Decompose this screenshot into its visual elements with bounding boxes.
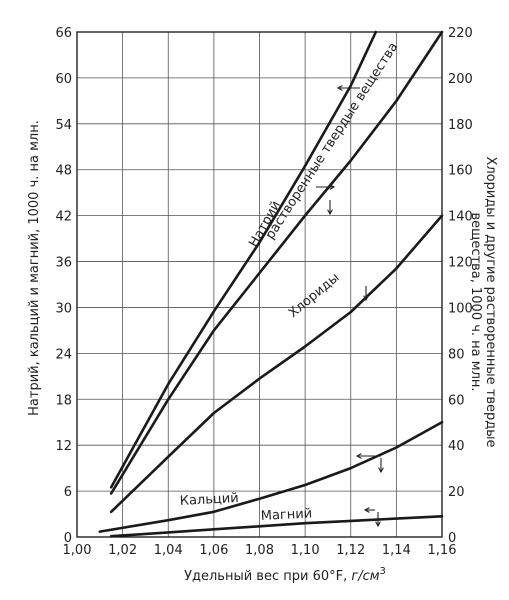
y-right-tick-label: 20	[448, 485, 465, 500]
y-right-tick-label: 140	[448, 210, 473, 225]
series-line	[109, 214, 444, 514]
plot-frame	[76, 31, 443, 538]
y-left-axis-title: Натрий, кальций и магний, 1000 ч. на млн…	[27, 120, 42, 416]
x-axis-title-main: Удельный вес при 60°F,	[184, 569, 351, 584]
series-lines	[98, 30, 444, 538]
x-tick-label: 1,00	[63, 543, 92, 558]
y-right-tick-label: 40	[448, 439, 465, 454]
x-tick-label: 1,08	[245, 543, 274, 558]
x-axis-title-sup: 3	[380, 566, 386, 577]
axis-arrow	[363, 286, 369, 302]
y-right-tick-label: 200	[448, 72, 473, 87]
series-line	[109, 514, 444, 538]
y-left-tick-label: 54	[55, 118, 72, 133]
tick-labels: 1,00 1,02 1,04 1,06 1,08 1,10 1,12 1,14 1,160612…	[55, 26, 472, 558]
axis-arrows	[316, 85, 384, 528]
label-solids: растворенные твердые вещества	[263, 40, 402, 242]
x-tick-label: 1,12	[336, 543, 365, 558]
grid	[77, 32, 442, 537]
series-line	[109, 30, 378, 489]
y-left-tick-label: 60	[55, 72, 72, 87]
axis-arrow	[378, 458, 384, 474]
axis-arrow	[375, 512, 381, 528]
y-right-axis-title-line1: Хлориды и другие растворенные твердые	[483, 156, 498, 447]
y-left-tick-label: 12	[55, 439, 72, 454]
y-left-tick-label: 0	[64, 531, 72, 546]
series-line	[109, 30, 444, 495]
x-axis-title-unit: г/см	[351, 569, 379, 584]
y-right-axis-title-line2: вещества, 1000 ч. на млн.	[468, 212, 483, 391]
y-right-tick-label: 180	[448, 118, 473, 133]
y-right-tick-label: 160	[448, 164, 473, 179]
y-right-tick-label: 100	[448, 301, 473, 316]
x-tick-label: 1,02	[108, 543, 137, 558]
x-tick-label: 1,10	[291, 543, 320, 558]
x-tick-label: 1,04	[154, 543, 183, 558]
y-right-tick-label: 60	[448, 393, 465, 408]
y-right-tick-label: 120	[448, 256, 473, 271]
label-magnesium: Магний	[260, 506, 312, 524]
y-right-tick-label: 0	[448, 531, 456, 546]
x-tick-label: 1,14	[382, 543, 411, 558]
y-left-tick-label: 18	[55, 393, 72, 408]
axis-arrow	[336, 85, 360, 91]
axis-arrow	[327, 200, 333, 216]
y-left-tick-label: 66	[55, 26, 72, 41]
axis-arrow	[316, 184, 336, 190]
y-right-tick-label: 220	[448, 26, 473, 41]
x-tick-label: 1,16	[428, 543, 457, 558]
y-right-tick-label: 80	[448, 347, 465, 362]
axis-arrow	[355, 453, 381, 459]
label-calcium: Кальций	[179, 491, 239, 509]
axis-arrow	[363, 507, 375, 513]
label-chlorides: Хлориды	[286, 270, 342, 321]
y-left-tick-label: 24	[55, 347, 72, 362]
y-left-tick-label: 48	[55, 164, 72, 179]
y-left-tick-label: 6	[64, 485, 72, 500]
series-line	[98, 420, 444, 533]
y-left-tick-label: 36	[55, 256, 72, 271]
y-left-tick-label: 30	[55, 301, 72, 316]
x-tick-label: 1,06	[199, 543, 228, 558]
x-axis-title: Удельный вес при 60°F, г/см3	[184, 566, 386, 584]
y-left-tick-label: 42	[55, 210, 72, 225]
